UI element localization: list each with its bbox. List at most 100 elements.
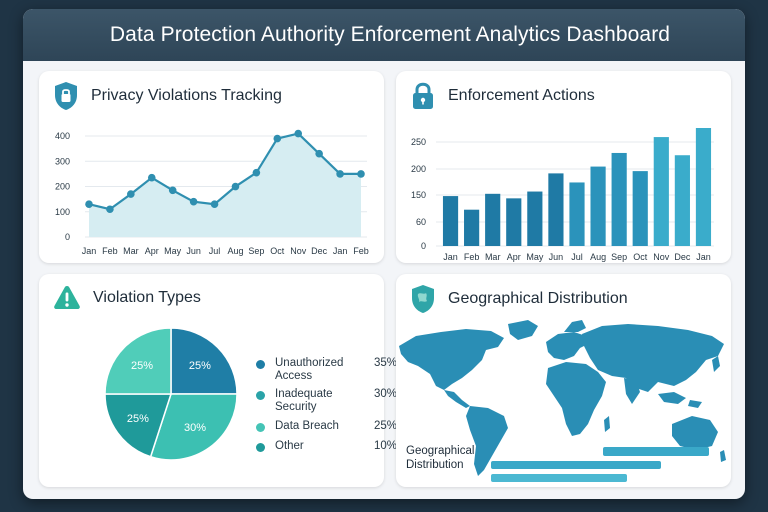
data-point — [106, 205, 114, 214]
legend-value: 30% — [373, 388, 397, 400]
data-point — [147, 173, 156, 182]
x-tick-label: Aug — [590, 252, 606, 262]
series-line — [88, 132, 361, 211]
legend-label: Other — [275, 440, 304, 452]
geo-card: Geographical Distribution — [396, 274, 731, 487]
legend-swatch — [256, 423, 265, 432]
slice-label: 25% — [131, 360, 153, 372]
bar — [464, 209, 480, 246]
geo-bar-1 — [603, 447, 709, 456]
header-bar: Data Protection Authority Enforcement An… — [23, 9, 745, 61]
x-tick-label: Nov — [653, 252, 670, 262]
x-tick-label: Feb — [102, 246, 118, 256]
violations-title: Privacy Violations Tracking — [91, 87, 282, 104]
pie-slice — [149, 393, 238, 461]
x-tick-label: May — [526, 252, 544, 262]
x-tick-label: Dec — [674, 252, 691, 262]
pie-slice — [170, 327, 238, 395]
data-point — [252, 168, 261, 177]
legend-item: Inadequate Security 30% — [256, 388, 397, 414]
y-tick-label: 400 — [55, 131, 70, 141]
x-tick-label: Jan — [82, 246, 97, 256]
x-tick-label: Feb — [353, 246, 369, 256]
y-tick-label: 200 — [55, 182, 70, 192]
data-point — [85, 200, 93, 208]
legend-value: 35% — [373, 357, 397, 369]
warning-icon — [54, 286, 80, 309]
padlock-icon — [413, 82, 433, 109]
data-point — [315, 149, 323, 158]
data-point — [357, 170, 365, 178]
data-point — [168, 186, 177, 195]
geo-bar-2 — [491, 461, 661, 469]
enforcement-card: Enforcement Actions 0 60 150 200 250 Jan Feb Ma… — [396, 71, 731, 263]
bar — [590, 166, 606, 246]
bar — [695, 128, 712, 246]
data-point — [210, 200, 219, 208]
x-tick-label: Jul — [571, 252, 583, 262]
x-tick-label: Apr — [507, 252, 521, 262]
data-point — [127, 190, 135, 198]
violations-line-chart: 0 100 200 300 400 Jan Feb Mar Apr May Jun Jul Aug Sep… — [55, 129, 369, 256]
slice-label: 25% — [127, 413, 149, 425]
legend-item: Other 10% — [256, 440, 397, 453]
x-tick-label: Nov — [290, 246, 307, 256]
y-tick-label: 200 — [411, 164, 426, 174]
violation-types-title: Violation Types — [93, 289, 201, 306]
dashboard-frame: Data Protection Authority Enforcement An… — [23, 9, 745, 499]
slice-label: 30% — [184, 422, 206, 434]
area-fill — [89, 133, 361, 237]
legend-item: Data Breach 25% — [256, 420, 397, 433]
bar — [548, 173, 564, 246]
x-tick-label: Sep — [611, 252, 627, 262]
shield-lock-icon — [55, 82, 77, 110]
legend-label: Inadequate Security — [275, 388, 333, 413]
legend-swatch — [256, 391, 265, 400]
x-tick-label: Feb — [464, 252, 480, 262]
bar — [611, 152, 627, 246]
legend-label: Data Breach — [275, 420, 339, 432]
violation-types-pie-chart: 25% 30% 25% 25% — [104, 327, 238, 461]
geo-legend-label: Geographical Distribution — [406, 445, 475, 471]
y-tick-label: 0 — [421, 241, 426, 251]
legend-item: Unauthorized Access 35% — [256, 357, 397, 383]
y-tick-label: 60 — [416, 217, 426, 227]
x-tick-label: Mar — [485, 252, 501, 262]
x-tick-label: Oct — [633, 252, 648, 262]
bar — [632, 171, 648, 246]
data-point — [294, 129, 303, 138]
x-tick-label: Aug — [227, 246, 243, 256]
page-title: Data Protection Authority Enforcement An… — [109, 23, 671, 46]
data-point — [189, 197, 198, 206]
x-tick-label: Apr — [145, 246, 159, 256]
pie-slice — [104, 327, 172, 395]
legend-label: Unauthorized Access — [275, 357, 344, 382]
y-tick-label: 150 — [411, 190, 426, 200]
x-tick-label: Jan — [696, 252, 711, 262]
enforcement-title: Enforcement Actions — [448, 87, 595, 104]
violation-types-card: Violation Types 25% 30% 25% 25% Unauthorize… — [39, 274, 397, 487]
geo-bar-3 — [491, 474, 627, 482]
violations-card: Privacy Violations Tracking 0 100 200 300 40… — [39, 71, 384, 263]
x-tick-label: Dec — [311, 246, 328, 256]
y-tick-label: 300 — [55, 156, 70, 166]
x-tick-label: Jan — [443, 252, 458, 262]
x-tick-label: Sep — [248, 246, 264, 256]
bar — [527, 191, 543, 246]
geo-title: Geographical Distribution — [448, 290, 628, 307]
y-tick-label: 100 — [55, 207, 70, 217]
shield-icon — [412, 285, 434, 313]
y-tick-label: 0 — [65, 232, 70, 242]
legend-value: 25% — [373, 420, 397, 432]
x-tick-label: May — [164, 246, 182, 256]
slice-label: 25% — [189, 360, 211, 372]
bar — [569, 182, 585, 246]
bar — [442, 196, 459, 246]
x-tick-label: Mar — [123, 246, 139, 256]
x-tick-label: Jun — [549, 252, 564, 262]
bar — [506, 198, 522, 246]
legend-swatch — [256, 443, 265, 452]
y-tick-label: 250 — [411, 137, 426, 147]
data-point — [231, 182, 240, 191]
data-point — [273, 134, 282, 143]
